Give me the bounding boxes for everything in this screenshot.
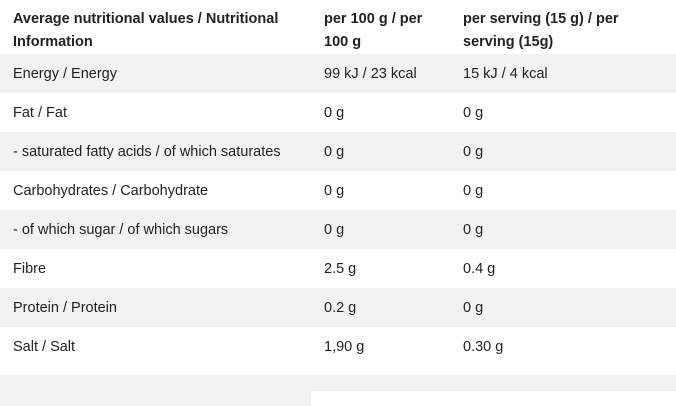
value-per-serving: 0.30 g bbox=[463, 338, 504, 355]
nutrient-name: Fat / Fat bbox=[13, 104, 67, 121]
nutrient-name: Fibre bbox=[13, 260, 47, 277]
nutrition-table: Average nutritional values / Nutritional… bbox=[0, 0, 676, 366]
value-per-100g: 0.2 g bbox=[324, 299, 357, 316]
table-row: Fibre 2.5 g 0.4 g bbox=[0, 249, 676, 288]
table-header-row: Average nutritional values / Nutritional… bbox=[0, 0, 676, 54]
value-per-serving: 15 kJ / 4 kcal bbox=[463, 65, 548, 82]
table-row: - of which sugar / of which sugars 0 g 0… bbox=[0, 210, 676, 249]
table-row: Carbohydrates / Carbohydrate 0 g 0 g bbox=[0, 171, 676, 210]
nutrient-name: Energy / Energy bbox=[13, 65, 117, 82]
value-per-100g: 0 g bbox=[324, 143, 345, 160]
table-footer-bar bbox=[0, 375, 676, 391]
value-per-100g: 0 g bbox=[324, 221, 345, 238]
header-per-serving: per serving (15 g) / per serving (15g) bbox=[463, 11, 619, 50]
nutrient-name: Protein / Protein bbox=[13, 299, 117, 316]
value-per-serving: 0 g bbox=[463, 143, 484, 160]
value-per-serving: 0 g bbox=[463, 104, 484, 121]
nutrient-name: - of which sugar / of which sugars bbox=[13, 221, 229, 238]
nutrient-name: Carbohydrates / Carbohydrate bbox=[13, 182, 209, 199]
value-per-serving: 0 g bbox=[463, 299, 484, 316]
table-footer-left-cell bbox=[0, 391, 311, 406]
nutrient-name: - saturated fatty acids / of which satur… bbox=[13, 143, 281, 160]
header-nutrient: Average nutritional values / Nutritional… bbox=[13, 11, 279, 50]
value-per-100g: 0 g bbox=[324, 182, 345, 199]
value-per-serving: 0 g bbox=[463, 182, 484, 199]
value-per-serving: 0.4 g bbox=[463, 260, 496, 277]
table-row: Protein / Protein 0.2 g 0 g bbox=[0, 288, 676, 327]
table-row: Energy / Energy 99 kJ / 23 kcal 15 kJ / … bbox=[0, 54, 676, 93]
value-per-100g: 1,90 g bbox=[324, 338, 365, 355]
header-per-100g: per 100 g / per 100 g bbox=[324, 11, 423, 50]
table-row: Fat / Fat 0 g 0 g bbox=[0, 93, 676, 132]
value-per-100g: 99 kJ / 23 kcal bbox=[324, 65, 417, 82]
value-per-100g: 0 g bbox=[324, 104, 345, 121]
table-row: - saturated fatty acids / of which satur… bbox=[0, 132, 676, 171]
table-row: Salt / Salt 1,90 g 0.30 g bbox=[0, 327, 676, 366]
value-per-serving: 0 g bbox=[463, 221, 484, 238]
nutrient-name: Salt / Salt bbox=[13, 338, 76, 355]
value-per-100g: 2.5 g bbox=[324, 260, 357, 277]
